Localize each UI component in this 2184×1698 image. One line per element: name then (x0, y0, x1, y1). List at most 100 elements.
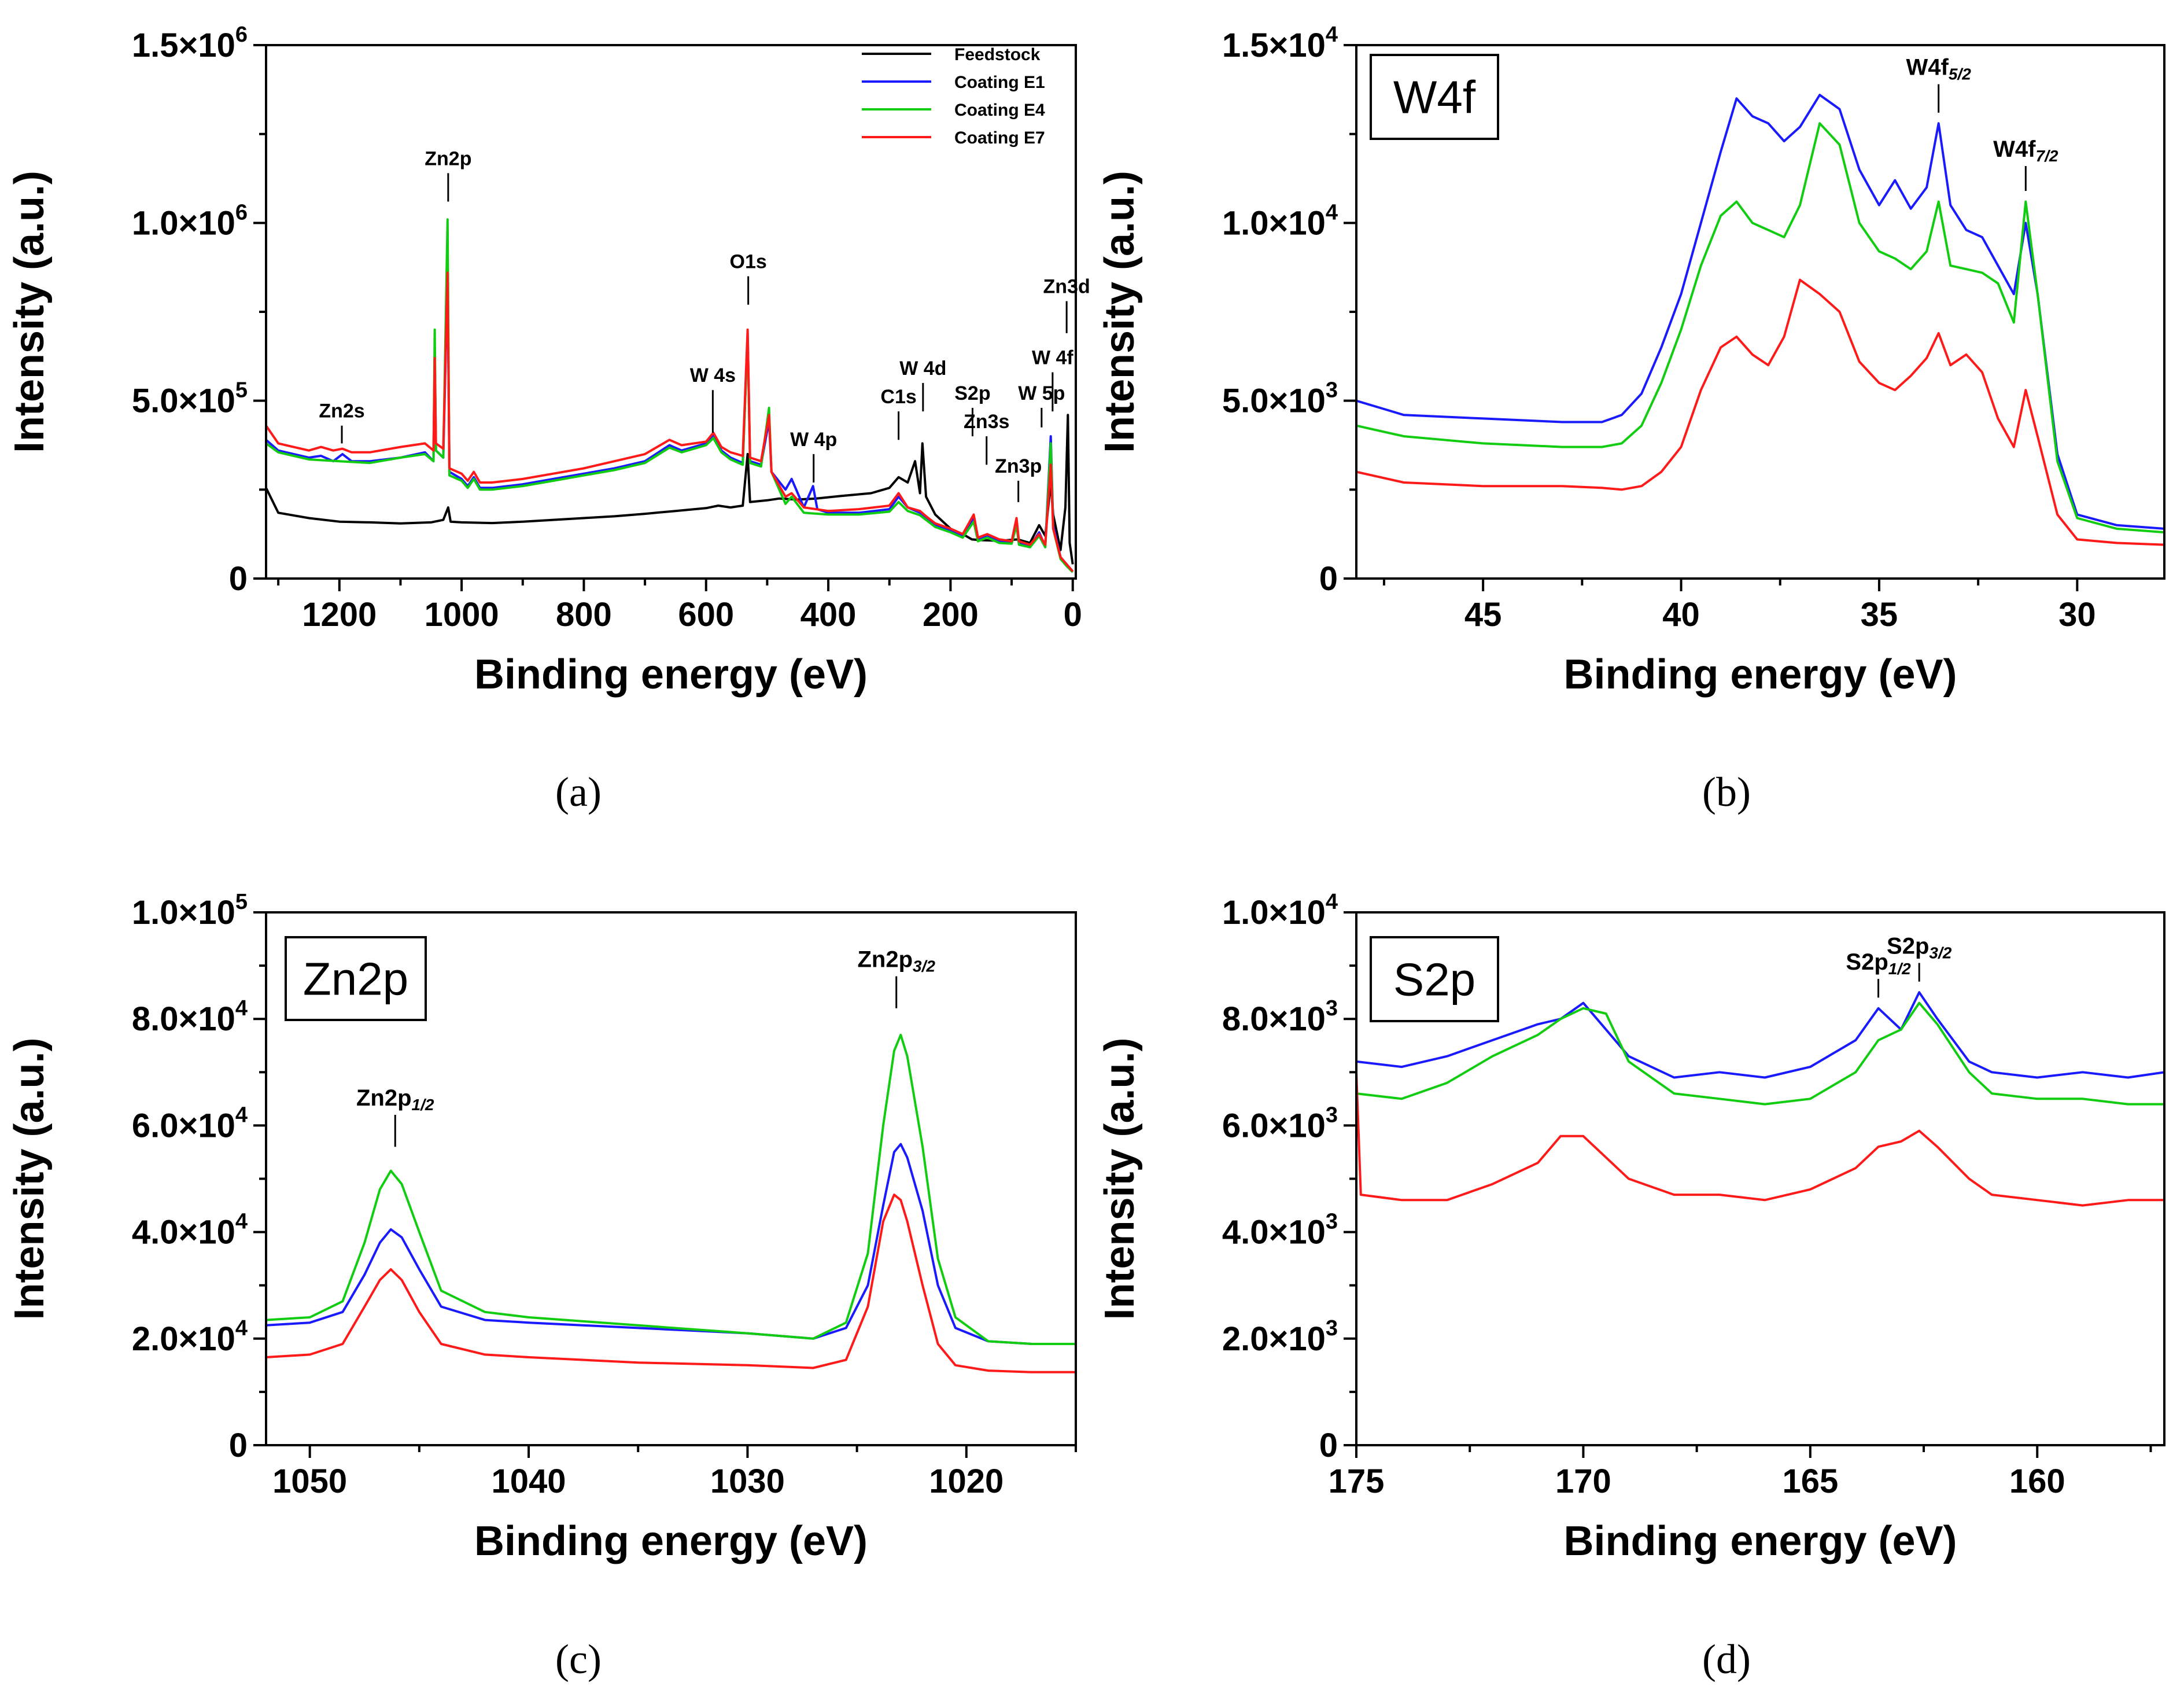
legend-entry: Coating E7 (954, 128, 1045, 148)
x-tick-label: 35 (1861, 596, 1898, 633)
y-tick-label: 4.0×103 (1222, 1210, 1338, 1251)
series-group (266, 218, 1074, 573)
box-label-text: W4f (1393, 72, 1476, 123)
y-axis-title: Intensity (a.u.) (6, 171, 53, 453)
series-line-coating-e7 (1356, 1072, 2164, 1207)
x-tick-label: 1200 (302, 596, 377, 633)
series-group (266, 1033, 1076, 1373)
panel-label: (c) (555, 1636, 602, 1682)
x-tick-label: 400 (800, 596, 857, 633)
peak-label: Zn2p1/2 (356, 1085, 434, 1114)
peak-label: Zn3p (995, 455, 1042, 477)
y-tick-label: 0 (229, 560, 248, 598)
legend-entry: Feedstock (954, 45, 1041, 64)
y-tick-label: 6.0×103 (1222, 1103, 1338, 1144)
y-tick-label: 0 (1319, 1427, 1338, 1464)
peak-label: S2p3/2 (1887, 933, 1952, 962)
y-tick-label: 8.0×104 (132, 996, 248, 1038)
panel-b: 45 40 35 30 0 5.0×103 1.0×104 1.5×104 Binding en… (1097, 23, 2165, 815)
panel-label: (d) (1702, 1636, 1751, 1682)
panel-a: 1200 1000 800 600 400 200 0 0 5.0×105 1.0×106 1.5×… (6, 23, 1090, 815)
series-line-coating-e4 (1356, 122, 2164, 534)
box-label-frame (1370, 54, 1499, 140)
x-tick-label: 170 (1555, 1463, 1611, 1500)
x-tick-label: 40 (1662, 596, 1700, 633)
peak-label: Zn3d (1043, 276, 1090, 298)
y-tick-label: 6.0×104 (132, 1103, 248, 1144)
series-group (1356, 991, 2164, 1207)
y-tick-label: 5.0×105 (132, 378, 248, 420)
x-tick-label: 1030 (710, 1463, 785, 1500)
peak-label: S2p (954, 382, 990, 404)
peak-label: C1s (880, 386, 916, 408)
plot-frame (265, 44, 1077, 580)
y-axis-title: Intensity (a.u.) (1097, 171, 1143, 453)
peak-label: W 4f (1032, 347, 1073, 369)
series-line-coating-e1 (266, 275, 1074, 572)
peak-label: Zn3s (964, 411, 1009, 433)
y-tick-label: 2.0×104 (132, 1316, 248, 1358)
x-tick-label: 1040 (492, 1463, 566, 1500)
x-tick-label: 600 (678, 596, 734, 633)
x-tick-label: 165 (1782, 1463, 1838, 1500)
x-tick-label: 160 (2009, 1463, 2065, 1500)
peak-label: S2p1/2 (1846, 949, 1911, 978)
series-line-coating-e4 (1356, 1001, 2164, 1106)
y-tick-label: 1.5×106 (132, 23, 248, 64)
peak-label: Zn2s (319, 400, 364, 422)
box-label-text: S2p (1393, 954, 1475, 1005)
x-axis-title: Binding energy (eV) (1563, 651, 1957, 698)
legend-entry: Coating E4 (954, 101, 1045, 120)
series-group (1356, 94, 2164, 546)
box-label-frame (285, 936, 427, 1021)
peak-label: W4f5/2 (1906, 55, 1972, 83)
peak-label: W 4p (790, 429, 837, 451)
peak-label: W 5p (1018, 382, 1065, 404)
x-axis-title: Binding energy (eV) (474, 651, 868, 698)
y-axis-title: Intensity (a.u.) (1097, 1037, 1143, 1320)
series-line-coating-e1 (1356, 991, 2164, 1079)
y-tick-label: 1.0×104 (1222, 200, 1338, 242)
peak-label: Zn2p3/2 (857, 947, 935, 975)
x-tick-label: 1020 (929, 1463, 1004, 1500)
x-tick-label: 45 (1464, 596, 1502, 633)
x-tick-label: 1050 (272, 1463, 347, 1500)
y-tick-label: 8.0×103 (1222, 996, 1338, 1038)
y-tick-label: 1.0×104 (1222, 890, 1338, 931)
x-tick-label: 0 (1064, 596, 1082, 633)
panel-c: 1050 1040 1030 1020 0 2.0×104 4.0×104 6.0×104 8.… (6, 890, 1077, 1682)
x-tick-label: 1000 (425, 596, 499, 633)
y-tick-label: 0 (229, 1427, 248, 1464)
series-line-coating-e4 (266, 1033, 1076, 1345)
series-line-coating-e7 (1356, 278, 2164, 546)
x-tick-label: 800 (556, 596, 612, 633)
peak-label: Zn2p (425, 148, 471, 170)
panel-d: 175 170 165 160 0 2.0×103 4.0×103 6.0×103 8.0×10… (1097, 890, 2165, 1682)
x-axis-title: Binding energy (eV) (1563, 1518, 1957, 1564)
panel-label: (a) (555, 769, 602, 815)
x-axis-title: Binding energy (eV) (474, 1518, 868, 1564)
peak-label: O1s (730, 251, 767, 273)
x-tick-label: 30 (2058, 596, 2096, 633)
y-tick-label: 1.0×106 (132, 200, 248, 242)
y-tick-label: 1.0×105 (132, 890, 248, 931)
x-tick-label: 200 (923, 596, 979, 633)
box-label-frame (1370, 936, 1499, 1022)
series-line-coating-e7 (266, 1194, 1076, 1373)
legend-entry: Coating E1 (954, 73, 1045, 92)
peak-label: W 4d (899, 358, 946, 380)
y-tick-label: 5.0×103 (1222, 378, 1338, 420)
peak-label: W 4s (690, 364, 736, 386)
series-line-coating-e4 (266, 218, 1074, 573)
y-tick-label: 2.0×103 (1222, 1316, 1338, 1358)
x-tick-label: 175 (1329, 1463, 1385, 1500)
y-tick-label: 0 (1319, 560, 1338, 598)
y-tick-label: 1.5×104 (1222, 23, 1338, 64)
series-line-coating-e7 (266, 271, 1074, 572)
y-tick-label: 4.0×104 (132, 1210, 248, 1251)
box-label-text: Zn2p (303, 953, 408, 1005)
series-line-feedstock (266, 414, 1074, 565)
y-axis-title: Intensity (a.u.) (6, 1037, 53, 1320)
panel-label: (b) (1702, 769, 1751, 815)
